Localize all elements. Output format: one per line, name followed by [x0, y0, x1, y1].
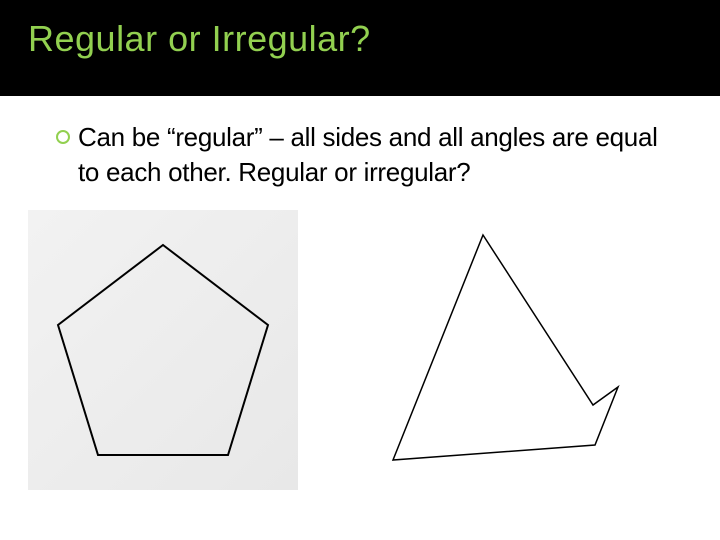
bullet-circle-icon: [56, 130, 70, 144]
bullet-text: Can be “regular” – all sides and all ang…: [78, 120, 680, 190]
pentagon-icon: [33, 220, 293, 480]
regular-pentagon-figure: [28, 210, 298, 490]
slide-title: Regular or Irregular?: [28, 18, 692, 60]
shapes-container: [28, 210, 680, 490]
bullet-item: Can be “regular” – all sides and all ang…: [56, 120, 680, 190]
irregular-shape-icon: [363, 220, 633, 480]
irregular-pentagon-figure: [358, 210, 638, 490]
slide-content: Can be “regular” – all sides and all ang…: [0, 96, 720, 490]
slide-header: Regular or Irregular?: [0, 0, 720, 96]
